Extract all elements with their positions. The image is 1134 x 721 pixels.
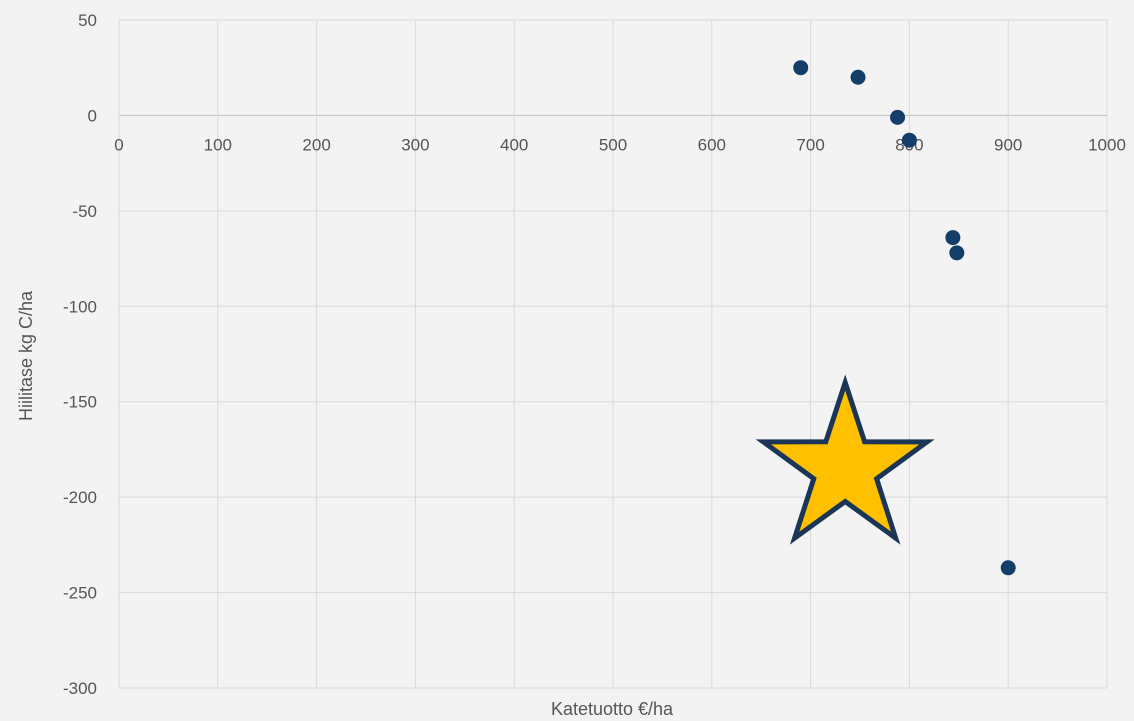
y-tick-labels: 50 0 -50 -100 -150 -200 -250 -300	[63, 11, 97, 698]
x-tick-label: 600	[698, 135, 726, 154]
data-point	[1000, 560, 1016, 576]
y-tick-label: 0	[88, 106, 97, 125]
star-icon	[755, 374, 935, 545]
data-points	[793, 60, 1016, 576]
x-tick-labels: 01002003004005006007008009001000	[114, 135, 1126, 154]
y-tick-label: -150	[63, 393, 97, 412]
x-tick-label: 700	[796, 135, 824, 154]
x-tick-label: 0	[114, 135, 123, 154]
x-tick-label: 400	[500, 135, 528, 154]
y-tick-label: -200	[63, 488, 97, 507]
data-point	[793, 60, 809, 76]
y-tick-label: 50	[78, 11, 97, 30]
x-tick-label: 100	[204, 135, 232, 154]
y-axis-title: Hiilitase kg C/ha	[16, 290, 36, 421]
y-tick-label: -250	[63, 584, 97, 603]
y-tick-label: -300	[63, 679, 97, 698]
data-point	[945, 230, 961, 246]
data-point	[949, 245, 965, 261]
data-point	[890, 109, 906, 125]
x-tick-label: 500	[599, 135, 627, 154]
x-axis-title: Katetuotto €/ha	[551, 699, 674, 719]
y-tick-label: -100	[63, 297, 97, 316]
data-point	[850, 69, 866, 85]
data-point	[901, 132, 917, 148]
y-tick-label: -50	[72, 202, 97, 221]
x-tick-label: 1000	[1088, 135, 1126, 154]
x-tick-label: 200	[302, 135, 330, 154]
x-tick-label: 300	[401, 135, 429, 154]
highlight-star	[755, 374, 935, 545]
x-tick-label: 900	[994, 135, 1022, 154]
grid-lines	[118, 19, 1108, 689]
